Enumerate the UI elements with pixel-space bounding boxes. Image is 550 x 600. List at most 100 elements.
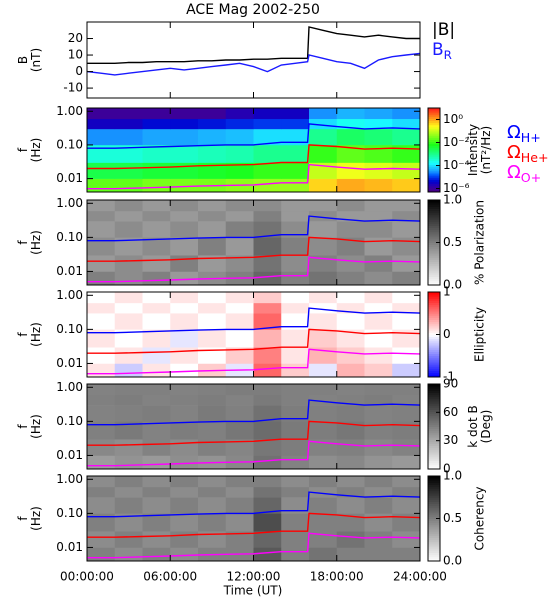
heatmap-cell: [114, 200, 143, 212]
colorbar-stripe: [428, 527, 440, 530]
colorbar-stripe: [428, 345, 440, 348]
heatmap-cell: [87, 200, 116, 212]
heatmap-cell: [142, 237, 171, 256]
colorbar-stripe: [428, 357, 440, 361]
colorbar-stripe: [428, 343, 440, 346]
heatmap-cell: [281, 237, 310, 256]
heatmap-cell: [281, 118, 310, 130]
heatmap-cell: [253, 394, 282, 406]
colorbar-stripe: [428, 353, 440, 357]
heatmap-cell: [253, 178, 282, 193]
heatmap-cell: [364, 271, 393, 286]
axis-label: k dot B: [466, 405, 480, 447]
heatmap-cell: [225, 421, 254, 440]
heatmap-cell: [364, 421, 393, 440]
legend-subscript: H+: [521, 130, 541, 145]
axis-label: f: [16, 424, 30, 429]
heatmap-cell: [309, 476, 338, 488]
heatmap-cell: [114, 476, 143, 488]
heatmap-cell: [114, 210, 143, 222]
colorbar-stripe: [428, 129, 440, 132]
x-tick-label: 24:00:00: [393, 570, 447, 584]
y-tick-label: 1.00: [56, 104, 83, 118]
y-tick-label: 0.10: [56, 137, 83, 151]
y-tick-label: 0.01: [56, 264, 83, 278]
heatmap-cell: [114, 486, 143, 498]
heatmap-cell: [170, 513, 199, 532]
heatmap-cell: [364, 455, 393, 470]
colorbar-stripe: [428, 556, 440, 560]
heatmap-cell: [170, 531, 199, 548]
heatmap-cell: [392, 108, 421, 120]
heatmap-cell: [336, 476, 365, 488]
colorbar-stripe: [428, 221, 440, 224]
heatmap-cell: [281, 363, 310, 378]
heatmap-cell: [336, 128, 365, 146]
colorbar-stripe: [428, 183, 440, 187]
heatmap-cell: [253, 237, 282, 256]
colorbar-stripe: [428, 274, 440, 277]
colorbar-stripe: [428, 171, 440, 174]
heatmap-cell: [392, 497, 421, 514]
heatmap-cell: [170, 144, 199, 163]
colorbar-stripe: [428, 139, 440, 142]
axis-label: Coherency: [473, 486, 487, 550]
colorbar-stripe: [428, 261, 440, 265]
colorbar-stripe: [428, 552, 440, 556]
heatmap-cell: [253, 302, 282, 314]
heatmap-cell: [309, 128, 338, 146]
colorbar-tick-label: 1.0: [443, 193, 462, 207]
legend-subscript: O+: [521, 170, 541, 185]
heatmap-cell: [336, 162, 365, 179]
heatmap-cell: [309, 455, 338, 470]
heatmap-cell: [198, 144, 227, 163]
x-tick-label: 06:00:00: [143, 570, 197, 584]
heatmap-cell: [198, 329, 227, 348]
colorbar-stripe: [428, 486, 440, 490]
heatmap-cell: [225, 302, 254, 314]
heatmap-cell: [114, 363, 143, 378]
heatmap-cell: [392, 486, 421, 498]
axis-label: (nT): [29, 48, 43, 72]
colorbar-stripe: [428, 405, 440, 408]
colorbar-stripe: [428, 202, 440, 205]
series-line: [87, 532, 421, 559]
colorbar-stripe: [428, 158, 440, 161]
series-line: [87, 236, 421, 262]
heatmap-cell: [281, 439, 310, 456]
heatmap-cell: [87, 455, 116, 470]
heatmap-cell: [336, 547, 365, 562]
colorbar-stripe: [428, 505, 440, 509]
heatmap-cell: [170, 384, 199, 396]
heatmap-cell: [392, 255, 421, 272]
heatmap-cell: [225, 210, 254, 222]
y-tick-label: 20: [68, 31, 83, 45]
heatmap-cell: [309, 363, 338, 378]
colorbar-stripe: [428, 217, 440, 220]
colorbar-stripe: [428, 480, 440, 483]
colorbar-stripe: [428, 160, 440, 163]
colorbar-stripe: [428, 507, 440, 511]
heatmap-cell: [225, 347, 254, 364]
colorbar-stripe: [428, 531, 440, 534]
heatmap-cell: [142, 162, 171, 179]
colorbar-stripe: [428, 456, 440, 459]
y-tick-label: 1.00: [56, 288, 83, 302]
series-line: [87, 328, 421, 354]
heatmap-cell: [253, 255, 282, 272]
heatmap-cell: [253, 313, 282, 330]
colorbar-stripe: [428, 362, 440, 365]
axis-label: (Hz): [29, 138, 43, 163]
colorbar-stripe: [428, 150, 440, 153]
heatmap-cell: [114, 302, 143, 314]
heatmap-cell: [364, 255, 393, 272]
heatmap-cell: [309, 271, 338, 286]
heatmap-cell: [87, 329, 116, 348]
heatmap-cell: [364, 394, 393, 406]
heatmap-cell: [364, 476, 393, 488]
colorbar-stripe: [428, 242, 440, 246]
colorbar-stripe: [428, 112, 440, 115]
axis-label: f: [16, 147, 30, 152]
legend-entry: ΩHe+: [507, 142, 549, 165]
heatmap-cell: [87, 118, 116, 130]
